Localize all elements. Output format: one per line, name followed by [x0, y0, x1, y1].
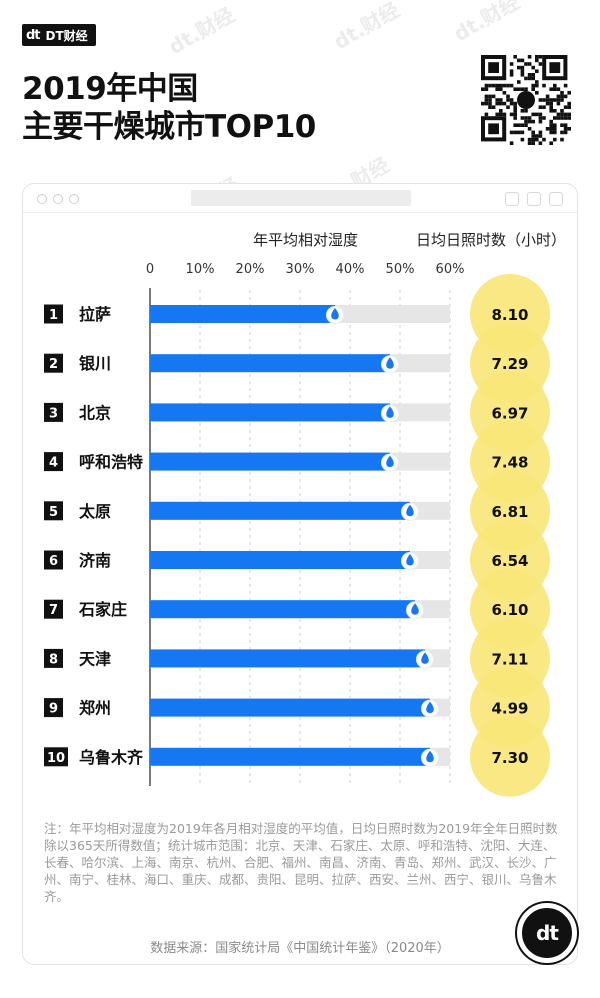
dt-logo-icon: dt [26, 27, 40, 43]
humidity-bar [150, 649, 425, 668]
sunshine-value: 6.81 [491, 503, 528, 521]
window-close-icon [37, 194, 47, 204]
sunshine-value: 6.54 [491, 552, 528, 570]
rank-number: 7 [49, 603, 58, 618]
x-tick-label: 10% [186, 262, 215, 277]
rank-number: 6 [49, 554, 58, 569]
humidity-bar [150, 501, 410, 520]
humidity-header: 年平均相对湿度 [253, 231, 359, 249]
title-line-2: 主要干燥城市TOP10 [22, 109, 316, 145]
humidity-bar [150, 354, 390, 373]
rank-number: 3 [49, 406, 58, 421]
rank-badge [44, 599, 63, 619]
data-source: 数据来源：国家统计局《中国统计年鉴》（2020年） [150, 941, 450, 956]
rank-badge [44, 747, 68, 767]
city-label: 呼和浩特 [79, 453, 143, 472]
water-drop-shape [386, 455, 394, 468]
humidity-bar [150, 305, 335, 323]
humidity-bar [150, 403, 390, 422]
sunshine-value: 6.10 [491, 601, 528, 619]
window-maximize-icon [69, 194, 79, 204]
water-drop-shape [386, 406, 394, 418]
city-label: 银川 [79, 354, 111, 373]
x-tick-label: 50% [386, 262, 415, 277]
address-bar [191, 190, 411, 206]
menu-icon [549, 192, 563, 206]
rank-badge [44, 304, 63, 324]
humidity-bar [150, 600, 415, 619]
humidity-bar [150, 698, 430, 717]
rank-number: 9 [49, 702, 58, 717]
sunshine-value: 7.11 [491, 650, 528, 668]
sunshine-bubble [470, 716, 550, 797]
city-label: 郑州 [79, 699, 111, 718]
water-drop-shape [421, 652, 429, 664]
rank-number: 4 [49, 456, 58, 471]
toolbar-divider [23, 212, 577, 213]
city-label: 天津 [79, 649, 111, 668]
rank-number: 10 [47, 751, 65, 766]
rank-badge [44, 648, 63, 668]
humidity-bar [150, 747, 430, 766]
corner-logo-icon: dt [517, 903, 577, 963]
rank-number: 5 [49, 505, 58, 520]
sunshine-value: 7.48 [491, 454, 528, 472]
sunshine-value: 7.30 [491, 749, 528, 767]
x-tick-label: 0 [146, 262, 154, 277]
water-drop-shape [406, 504, 414, 517]
x-tick-label: 20% [236, 262, 265, 277]
x-tick-label: 30% [286, 262, 315, 277]
city-label: 石家庄 [78, 600, 127, 619]
window-minimize-icon [53, 194, 63, 204]
humidity-bar [150, 551, 410, 569]
city-label: 拉萨 [79, 305, 111, 324]
page-title: 2019年中国 主要干燥城市TOP10 [22, 70, 316, 146]
rank-badge [44, 452, 63, 472]
sunshine-value: 7.29 [491, 355, 528, 373]
water-drop-shape [426, 750, 434, 763]
toolbar-icons [505, 192, 563, 206]
rank-badge [44, 698, 63, 718]
window-controls [37, 194, 79, 204]
x-tick-label: 60% [436, 262, 465, 277]
sunshine-value: 4.99 [491, 700, 528, 718]
brand-name: DT财经 [45, 28, 88, 43]
humidity-bar [150, 452, 390, 471]
rank-number: 1 [49, 308, 58, 323]
water-drop-shape [406, 554, 414, 566]
qr-code-icon [481, 55, 571, 145]
city-label: 乌鲁木齐 [79, 748, 144, 767]
rank-number: 8 [49, 652, 58, 667]
sunshine-value: 8.10 [491, 306, 528, 324]
rank-badge [44, 550, 63, 570]
water-drop-shape [411, 603, 419, 615]
sunshine-value: 6.97 [491, 404, 528, 422]
sunshine-header: 日均日照时数（小时） [416, 231, 567, 249]
rank-badge [44, 402, 63, 422]
rank-badge [44, 353, 63, 373]
rank-badge [44, 501, 63, 521]
footnote: 注：年平均相对湿度为2019年各月相对湿度的平均值，日均日照时数为2019年全年… [44, 821, 558, 904]
x-tick-label: 40% [336, 262, 365, 277]
city-label: 北京 [79, 403, 111, 422]
city-label: 太原 [78, 502, 111, 521]
title-line-1: 2019年中国 [22, 71, 198, 107]
rank-number: 2 [49, 357, 58, 372]
water-drop-shape [386, 357, 394, 369]
profile-icon [505, 192, 519, 206]
water-drop-shape [426, 701, 434, 714]
share-icon [527, 192, 541, 206]
city-label: 济南 [79, 551, 111, 570]
brand-badge: dt DT财经 [22, 24, 96, 46]
water-drop-shape [331, 308, 339, 320]
